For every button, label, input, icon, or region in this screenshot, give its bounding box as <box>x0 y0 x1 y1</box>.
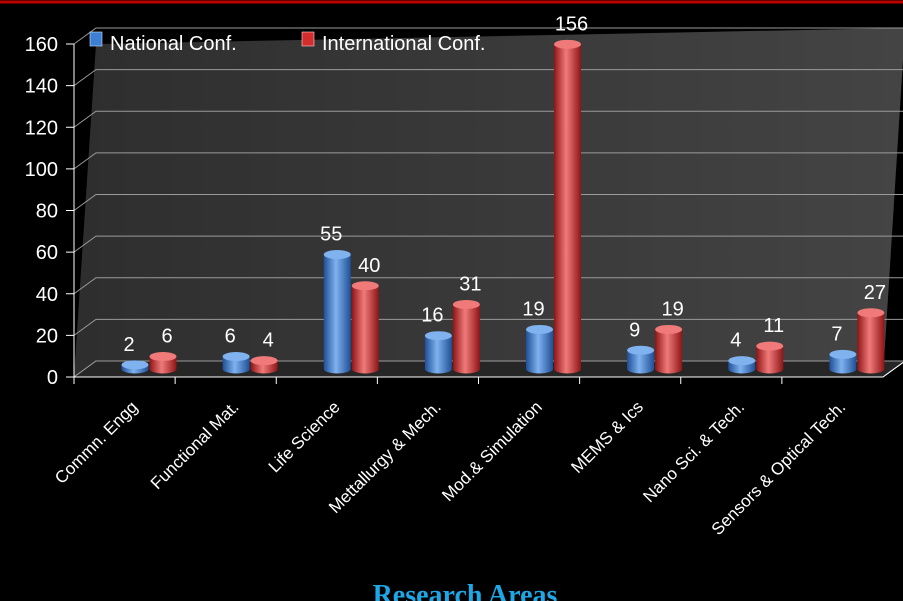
x-tick-label: Mod.& Simulation <box>438 397 546 505</box>
x-tick-label: Mettallurgy & Mech. <box>325 397 445 517</box>
gridline <box>73 318 903 336</box>
bar-international <box>250 356 278 374</box>
bar-international <box>351 281 379 374</box>
x-axis: Commn. Engg Functional Mat. Life ScienceMe… <box>51 361 903 539</box>
gridline <box>73 69 903 87</box>
data-label-national: 4 <box>730 330 741 352</box>
y-tick-label: 120 <box>25 117 58 139</box>
legend-swatch-international <box>301 31 315 47</box>
data-label-national: 55 <box>320 224 342 246</box>
y-tick-label: 40 <box>36 284 58 306</box>
bar-national <box>424 331 452 374</box>
bar-international <box>857 308 885 374</box>
data-label-international: 19 <box>662 298 684 320</box>
x-tick-label: MEMS & Ics <box>567 397 647 477</box>
data-label-international: 11 <box>763 315 784 337</box>
legend-label-national: National Conf. <box>110 33 237 55</box>
data-label-international: 31 <box>459 273 481 295</box>
data-label-national: 2 <box>123 334 134 356</box>
data-label-national: 16 <box>421 305 443 327</box>
y-tick-label: 60 <box>36 242 58 264</box>
gridline <box>73 194 903 211</box>
bar-international <box>149 352 177 374</box>
data-label-national: 6 <box>225 326 236 348</box>
bar-national <box>323 250 351 374</box>
x-tick-label: Nano Sci. & Tech. <box>639 397 748 506</box>
bar-international <box>756 341 784 374</box>
gridline <box>73 110 903 128</box>
bar-international <box>655 324 683 374</box>
data-label-international: 156 <box>555 13 588 35</box>
gridline <box>73 235 903 253</box>
bar-international <box>554 39 581 374</box>
y-tick-label: 0 <box>47 367 58 389</box>
data-label-international: 6 <box>161 326 172 348</box>
gridline <box>73 27 903 45</box>
data-label-international: 4 <box>263 330 274 352</box>
y-axis: 0 20 40 60 80 100 120 140 160 <box>25 34 75 389</box>
x-tick-label: Functional Mat. <box>147 397 243 493</box>
data-label-international: 27 <box>864 282 886 304</box>
bar-international <box>452 299 480 374</box>
bar-national <box>728 356 756 374</box>
x-tick-label: Commn. Engg <box>51 397 141 487</box>
x-tick-label: Life Science <box>265 397 344 476</box>
bars <box>121 39 885 374</box>
legend-label-international: International Conf. <box>322 33 485 55</box>
legend-item-national: National Conf. <box>89 31 237 55</box>
data-label-national: 9 <box>629 319 640 341</box>
bar-national <box>121 360 149 374</box>
data-label-national: 19 <box>522 298 544 320</box>
bar-national <box>222 352 250 374</box>
gridline <box>73 152 903 170</box>
data-labels: 2 6 6 4 55 40 16 31 19 156 9 19 4 11 7 27 <box>123 13 886 356</box>
x-axis-end <box>882 361 903 378</box>
data-label-international: 40 <box>358 255 380 277</box>
data-label-national: 7 <box>831 323 842 345</box>
legend-item-international: International Conf. <box>301 31 485 55</box>
y-tick-label: 100 <box>25 159 58 181</box>
bar-national <box>829 349 857 374</box>
x-axis-title: Research Areas <box>373 580 558 601</box>
bar-national <box>526 324 553 374</box>
plot-back-wall <box>74 28 903 377</box>
legend-swatch-national <box>89 31 103 47</box>
y-tick-label: 80 <box>36 201 58 223</box>
y-tick-label: 20 <box>36 325 58 347</box>
bar-national <box>627 345 655 374</box>
y-tick-label: 160 <box>25 34 58 56</box>
y-tick-label: 140 <box>25 76 58 98</box>
legend: National Conf. International Conf. <box>89 31 485 55</box>
gridline <box>73 277 903 295</box>
